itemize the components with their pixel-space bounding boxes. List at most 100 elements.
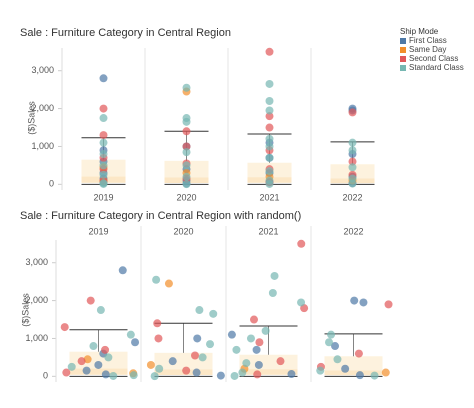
data-point: [150, 372, 159, 381]
data-point: [62, 368, 71, 377]
data-point: [182, 161, 191, 170]
data-point: [154, 334, 163, 343]
legend-title: Ship Mode: [400, 27, 439, 36]
data-point: [348, 163, 357, 172]
data-point: [238, 368, 247, 377]
x-tick-label: 2019: [88, 226, 108, 236]
x-tick-label: 2019: [93, 192, 113, 202]
data-point: [265, 79, 274, 88]
data-point: [384, 300, 393, 309]
legend-label: Standard Class: [409, 63, 464, 72]
data-point: [265, 47, 274, 56]
data-point: [270, 271, 279, 280]
y-tick-label: 0: [43, 371, 48, 381]
data-point: [153, 319, 162, 328]
data-point: [164, 279, 173, 288]
data-point: [370, 371, 379, 380]
legend-swatch: [400, 38, 406, 44]
data-point: [348, 138, 357, 147]
data-point: [265, 112, 274, 121]
data-point: [82, 366, 91, 375]
data-point: [209, 309, 218, 318]
data-point: [99, 131, 108, 140]
data-point: [129, 371, 138, 380]
data-point: [242, 359, 251, 368]
data-point: [99, 74, 108, 83]
data-point: [101, 370, 110, 379]
data-point: [195, 306, 204, 315]
data-point: [355, 371, 364, 380]
data-point: [131, 338, 140, 347]
data-point: [331, 342, 340, 351]
data-point: [206, 340, 215, 349]
y-axis-label: ($)Sales: [20, 293, 30, 327]
data-point: [99, 104, 108, 113]
y-tick-label: 1,000: [31, 141, 54, 151]
data-point: [265, 179, 274, 188]
box-upper: [324, 356, 383, 371]
data-point: [99, 150, 108, 159]
legend-label: First Class: [409, 36, 447, 45]
x-tick-label: 2020: [173, 226, 193, 236]
data-point: [230, 371, 239, 380]
data-point: [265, 97, 274, 106]
data-point: [83, 355, 92, 364]
x-tick-label: 2022: [343, 226, 363, 236]
data-point: [146, 360, 155, 369]
data-point: [249, 315, 258, 324]
data-point: [182, 117, 191, 126]
data-point: [276, 357, 285, 366]
data-point: [265, 123, 274, 132]
data-point: [182, 148, 191, 157]
data-point: [348, 108, 357, 117]
data-point: [182, 127, 191, 136]
data-point: [252, 345, 261, 354]
data-point: [348, 146, 357, 155]
data-point: [192, 368, 201, 377]
legend-swatch: [400, 56, 406, 62]
data-point: [182, 142, 191, 151]
y-tick-label: 3,000: [31, 65, 54, 75]
data-point: [265, 167, 274, 176]
legend-swatch: [400, 47, 406, 53]
data-point: [255, 338, 264, 347]
box-lower: [324, 370, 383, 376]
data-point: [152, 275, 161, 284]
x-tick-label: 2022: [342, 192, 362, 202]
data-point: [333, 355, 342, 364]
data-point: [287, 370, 296, 379]
y-tick-label: 2,000: [25, 295, 48, 305]
data-point: [99, 170, 108, 179]
legend-swatch: [400, 65, 406, 71]
data-point: [246, 334, 255, 343]
data-point: [101, 345, 110, 354]
data-point: [99, 179, 108, 188]
y-tick-label: 0: [49, 179, 54, 189]
y-tick-label: 2,000: [31, 103, 54, 113]
data-point: [168, 357, 177, 366]
data-point: [94, 360, 103, 369]
data-point: [182, 180, 191, 189]
data-point: [297, 298, 306, 307]
data-point: [182, 83, 191, 92]
data-point: [316, 366, 325, 375]
chart-title: Sale : Furniture Category in Central Reg…: [20, 27, 231, 39]
data-point: [60, 323, 69, 332]
data-point: [297, 239, 306, 248]
data-point: [182, 366, 191, 375]
data-point: [126, 330, 135, 339]
data-point: [216, 371, 225, 380]
data-point: [265, 134, 274, 143]
data-point: [265, 142, 274, 151]
data-point: [67, 362, 76, 371]
data-point: [265, 106, 274, 115]
data-point: [77, 357, 86, 366]
data-point: [118, 266, 127, 275]
data-point: [265, 153, 274, 162]
box-lower: [239, 369, 298, 375]
data-point: [381, 368, 390, 377]
legend-label: Second Class: [409, 54, 458, 63]
data-point: [348, 179, 357, 188]
x-tick-label: 2021: [258, 226, 278, 236]
